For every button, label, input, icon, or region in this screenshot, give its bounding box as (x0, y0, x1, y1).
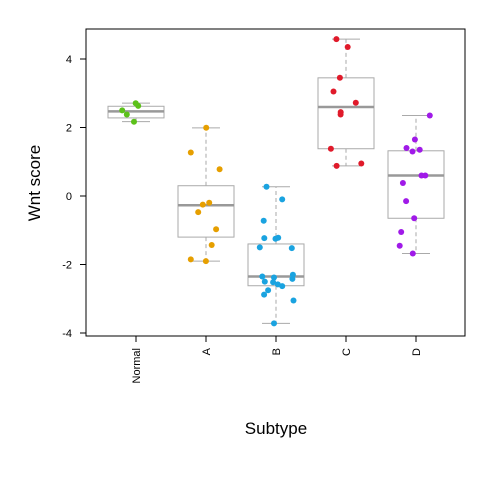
point-d (409, 148, 416, 155)
point-c (337, 111, 344, 118)
point-b (261, 291, 268, 298)
point-normal (123, 111, 130, 118)
point-a (208, 242, 215, 248)
point-b (288, 245, 295, 252)
point-b (272, 235, 279, 242)
point-c (327, 145, 334, 152)
point-b (263, 183, 270, 190)
x-tick-label: Normal (131, 348, 143, 383)
point-b (279, 196, 286, 203)
point-d (399, 180, 406, 186)
point-c (336, 74, 343, 81)
point-a (187, 149, 194, 156)
point-c (352, 99, 359, 106)
box-d (387, 150, 445, 219)
point-c (333, 162, 340, 169)
point-b (265, 287, 272, 294)
point-b (270, 279, 277, 286)
point-b (271, 320, 277, 327)
y-axis: -4 -2 0 2 4 (62, 54, 87, 340)
y-tick-label: 0 (66, 191, 72, 203)
point-a (206, 199, 213, 206)
point-d (409, 250, 416, 257)
point-b (261, 278, 268, 285)
point-b (271, 274, 277, 281)
x-axis-title: Subtype (245, 419, 307, 438)
point-b (290, 297, 297, 304)
point-c (344, 44, 351, 50)
point-d (398, 229, 405, 235)
point-b (259, 273, 266, 280)
point-normal (119, 107, 126, 114)
y-tick-label: -2 (62, 260, 72, 272)
point-d (426, 112, 433, 119)
point-d (411, 215, 418, 222)
point-a (202, 258, 209, 265)
x-tick-label: A (201, 347, 213, 355)
box-a (177, 185, 235, 238)
boxes-layer (107, 38, 445, 324)
point-a (213, 226, 220, 233)
point-d (411, 136, 418, 143)
point-b (260, 217, 267, 224)
point-c (330, 88, 337, 95)
point-normal (135, 102, 142, 109)
point-b (256, 244, 263, 251)
point-a (199, 201, 206, 208)
x-tick-label: B (271, 348, 283, 355)
point-a (216, 166, 223, 173)
x-tick-label: D (411, 348, 423, 356)
point-c (358, 160, 365, 167)
point-b (261, 235, 268, 242)
point-a (203, 124, 210, 131)
x-axis: Normal A B C D (131, 335, 423, 383)
point-a (195, 209, 202, 216)
y-tick-label: -4 (62, 328, 72, 340)
point-d (403, 198, 410, 205)
point-b (279, 283, 286, 290)
point-d (418, 172, 425, 179)
point-c (333, 36, 340, 43)
box-c (317, 77, 375, 150)
point-d (403, 145, 410, 151)
y-tick-label: 4 (66, 54, 72, 66)
point-a (187, 256, 194, 263)
y-axis-title: Wnt score (25, 145, 44, 222)
x-tick-label: C (341, 348, 353, 356)
point-d (396, 242, 403, 249)
point-d (416, 146, 423, 153)
point-b (289, 275, 296, 282)
points-layer (119, 36, 433, 327)
point-normal (131, 118, 137, 125)
y-tick-label: 2 (66, 123, 72, 135)
